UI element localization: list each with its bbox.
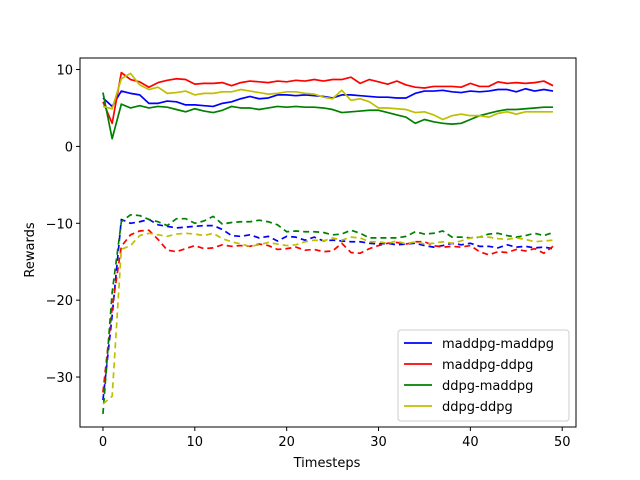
series-lines [102, 71, 554, 414]
plot-frame [79, 57, 577, 428]
y-tick-label: −30 [46, 371, 73, 386]
series-line-maddpg-maddpg-dashed [102, 218, 554, 401]
legend-label: maddpg-ddpg [442, 358, 533, 373]
legend-box [397, 329, 570, 422]
y-tick-label: −20 [46, 294, 73, 309]
y-tick-label: 0 [65, 140, 73, 155]
y-axis-title: Rewards [23, 222, 38, 277]
series-line-ddpg-ddpg-dashed [102, 232, 554, 405]
x-axis-title: Timesteps [293, 456, 361, 471]
legend-label: ddpg-maddpg [442, 379, 533, 394]
legend: maddpg-maddpg maddpg-ddpg ddpg-maddpg ddpg-… [397, 329, 570, 422]
y-tick-label: −10 [46, 217, 73, 232]
series-line-ddpg-maddpg-solid [102, 92, 554, 140]
x-tick-label: 30 [370, 435, 387, 450]
axes: 0 10 20 30 40 50 10 0 −10 −20 −30 [46, 57, 577, 450]
x-tick-label: 50 [554, 435, 571, 450]
x-tick-label: 10 [187, 435, 204, 450]
y-tick-label: 10 [56, 64, 73, 79]
x-tick-label: 20 [278, 435, 295, 450]
series-line-maddpg-ddpg-solid [102, 71, 554, 125]
series-line-maddpg-ddpg-dashed [102, 229, 554, 393]
x-tick-label: 40 [462, 435, 479, 450]
series-line-ddpg-ddpg-solid [102, 72, 554, 121]
legend-label: maddpg-maddpg [442, 337, 554, 352]
x-tick-label: 0 [99, 435, 107, 450]
legend-label: ddpg-ddpg [442, 400, 513, 415]
